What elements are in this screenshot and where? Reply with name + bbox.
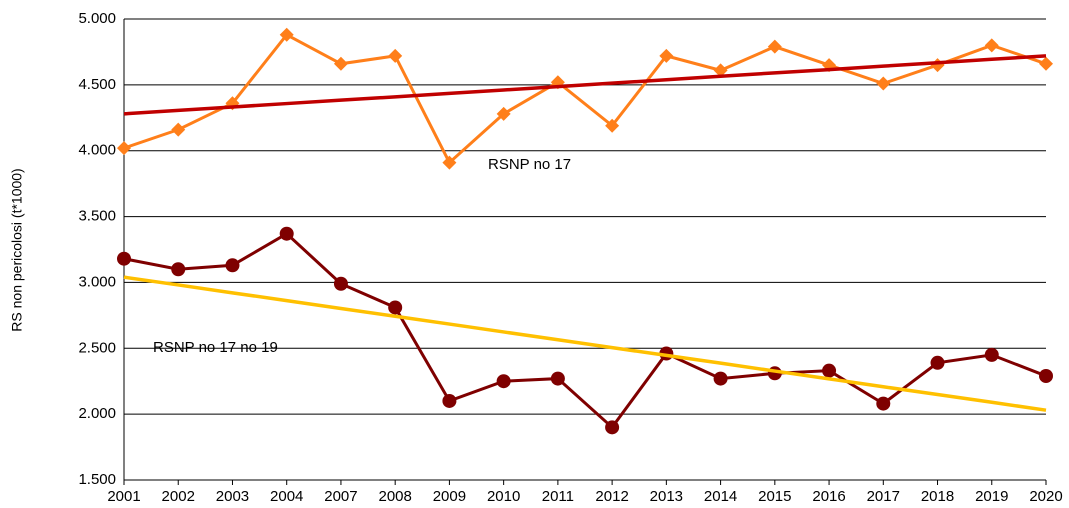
y-tick-label: 2.500 [78, 339, 116, 356]
y-tick-label: 4.500 [78, 76, 116, 93]
point [605, 118, 620, 133]
point [333, 276, 348, 291]
x-tick-label: 2009 [433, 488, 466, 505]
point [442, 393, 457, 408]
x-tick-label: 2004 [270, 488, 303, 505]
series-line [123, 32, 1047, 165]
series-label: RSNP no 17 [488, 156, 571, 173]
point [984, 347, 999, 362]
point [984, 38, 999, 53]
x-tick-label: 2015 [758, 488, 791, 505]
point [1039, 56, 1053, 71]
x-tick-label: 2001 [107, 488, 140, 505]
point [822, 363, 837, 378]
x-tick-label: 2002 [162, 488, 195, 505]
x-tick-label: 2011 [542, 488, 574, 505]
x-tick-label: 2003 [216, 488, 249, 505]
x-tick-label: 2018 [921, 488, 954, 505]
y-tick-label: 3.000 [78, 273, 116, 290]
y-tick-label: 5.000 [78, 10, 116, 27]
x-tick-label: 2017 [867, 488, 900, 505]
point [279, 226, 294, 241]
x-tick-label: 2019 [975, 488, 1008, 505]
point [496, 106, 511, 121]
point [767, 39, 782, 54]
x-tick-label: 2013 [650, 488, 683, 505]
point [117, 251, 131, 266]
x-tick-label: 2020 [1029, 488, 1062, 505]
y-tick-label: 2.000 [78, 405, 116, 422]
y-tick-label: 4.000 [78, 142, 116, 159]
x-tick-label: 2007 [324, 488, 357, 505]
point [117, 141, 131, 156]
point [930, 355, 945, 370]
y-tick-label: 3.500 [78, 208, 116, 225]
point [388, 48, 403, 63]
x-tick-label: 2012 [595, 488, 628, 505]
series-line [123, 54, 1047, 116]
point [876, 76, 891, 91]
x-tick-label: 2014 [704, 488, 737, 505]
x-tick-label: 2016 [812, 488, 845, 505]
point [333, 56, 348, 71]
point [713, 63, 728, 78]
point [388, 300, 403, 315]
point [1039, 368, 1053, 383]
point [171, 122, 186, 137]
point [930, 58, 945, 73]
series-line [123, 275, 1047, 412]
series-label: RSNP no 17 no 19 [153, 339, 278, 356]
x-tick-label: 2010 [487, 488, 520, 505]
y-tick-label: 1.500 [78, 471, 116, 488]
series-line [123, 231, 1047, 430]
point [550, 371, 565, 386]
point [171, 262, 186, 277]
point [496, 374, 511, 389]
y-axis-label: RS non pericolosi (t*1000) [9, 168, 25, 331]
x-tick-label: 2008 [378, 488, 411, 505]
point [713, 371, 728, 386]
point [605, 420, 620, 435]
point [876, 396, 891, 411]
point [225, 258, 240, 273]
point [279, 27, 294, 42]
point [442, 155, 457, 170]
point [659, 48, 674, 63]
